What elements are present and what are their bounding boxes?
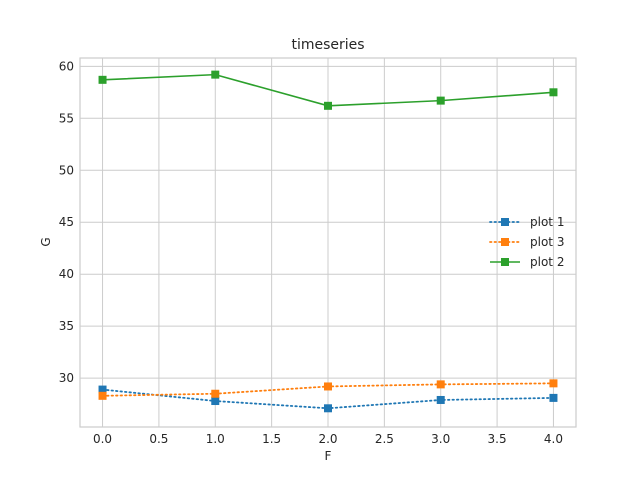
data-point-plot-2 — [549, 88, 558, 97]
data-point-plot-3 — [211, 389, 220, 398]
data-point-plot-2 — [98, 75, 107, 84]
legend-item-plot-2: plot 2 — [490, 255, 564, 269]
y-tick-label: 60 — [59, 59, 74, 73]
legend-item-plot-3: plot 3 — [489, 235, 564, 249]
x-tick-label: 4.0 — [544, 432, 563, 446]
data-point-plot-1 — [324, 404, 332, 413]
x-tick-label: 2.5 — [375, 432, 394, 446]
data-point-plot-1 — [211, 397, 220, 406]
x-axis-label: F — [325, 449, 332, 463]
y-axis-ticks: 30 35 40 45 50 55 60 — [59, 59, 74, 385]
data-point-plot-1 — [549, 393, 558, 402]
data-point-plot-3 — [324, 382, 332, 391]
data-point-plot-3 — [98, 391, 107, 400]
data-point-plot-2 — [211, 70, 220, 79]
x-tick-label: 0.5 — [149, 432, 168, 446]
x-tick-label: 3.0 — [431, 432, 450, 446]
grid — [80, 58, 576, 427]
y-tick-label: 35 — [59, 319, 74, 333]
series-plot-1 — [98, 385, 558, 413]
x-tick-label: 0.0 — [93, 432, 112, 446]
series-plot-2 — [98, 70, 558, 110]
legend-label: plot 1 — [530, 215, 564, 229]
legend-label: plot 3 — [530, 235, 564, 249]
legend-marker — [501, 258, 509, 266]
data-point-plot-3 — [436, 380, 445, 389]
plot-area-frame — [79, 57, 577, 428]
data-point-plot-2 — [436, 96, 445, 105]
x-tick-label: 1.0 — [206, 432, 225, 446]
legend-marker — [501, 218, 509, 226]
y-axis-label: G — [39, 237, 53, 246]
y-tick-label: 30 — [59, 371, 74, 385]
y-tick-label: 50 — [59, 163, 74, 177]
series-plot-3 — [98, 379, 558, 400]
y-tick-label: 55 — [59, 111, 74, 125]
x-axis-ticks: 0.0 0.5 1.0 1.5 2.0 2.5 3.0 3.5 4.0 — [93, 432, 563, 446]
x-tick-label: 3.5 — [488, 432, 507, 446]
x-tick-label: 2.0 — [318, 432, 337, 446]
legend-marker — [501, 238, 509, 246]
data-point-plot-2 — [324, 101, 332, 110]
chart-title: timeseries — [291, 37, 364, 53]
legend-label: plot 2 — [530, 255, 564, 269]
data-point-plot-1 — [98, 385, 107, 394]
data-point-plot-1 — [436, 395, 445, 404]
y-tick-label: 40 — [59, 267, 74, 281]
data-point-plot-3 — [549, 379, 558, 388]
y-tick-label: 45 — [59, 215, 74, 229]
series-layer — [98, 70, 558, 413]
legend: plot 1 plot 3 plot 2 — [489, 215, 564, 269]
legend-item-plot-1: plot 1 — [489, 215, 564, 229]
x-tick-label: 1.5 — [262, 432, 281, 446]
